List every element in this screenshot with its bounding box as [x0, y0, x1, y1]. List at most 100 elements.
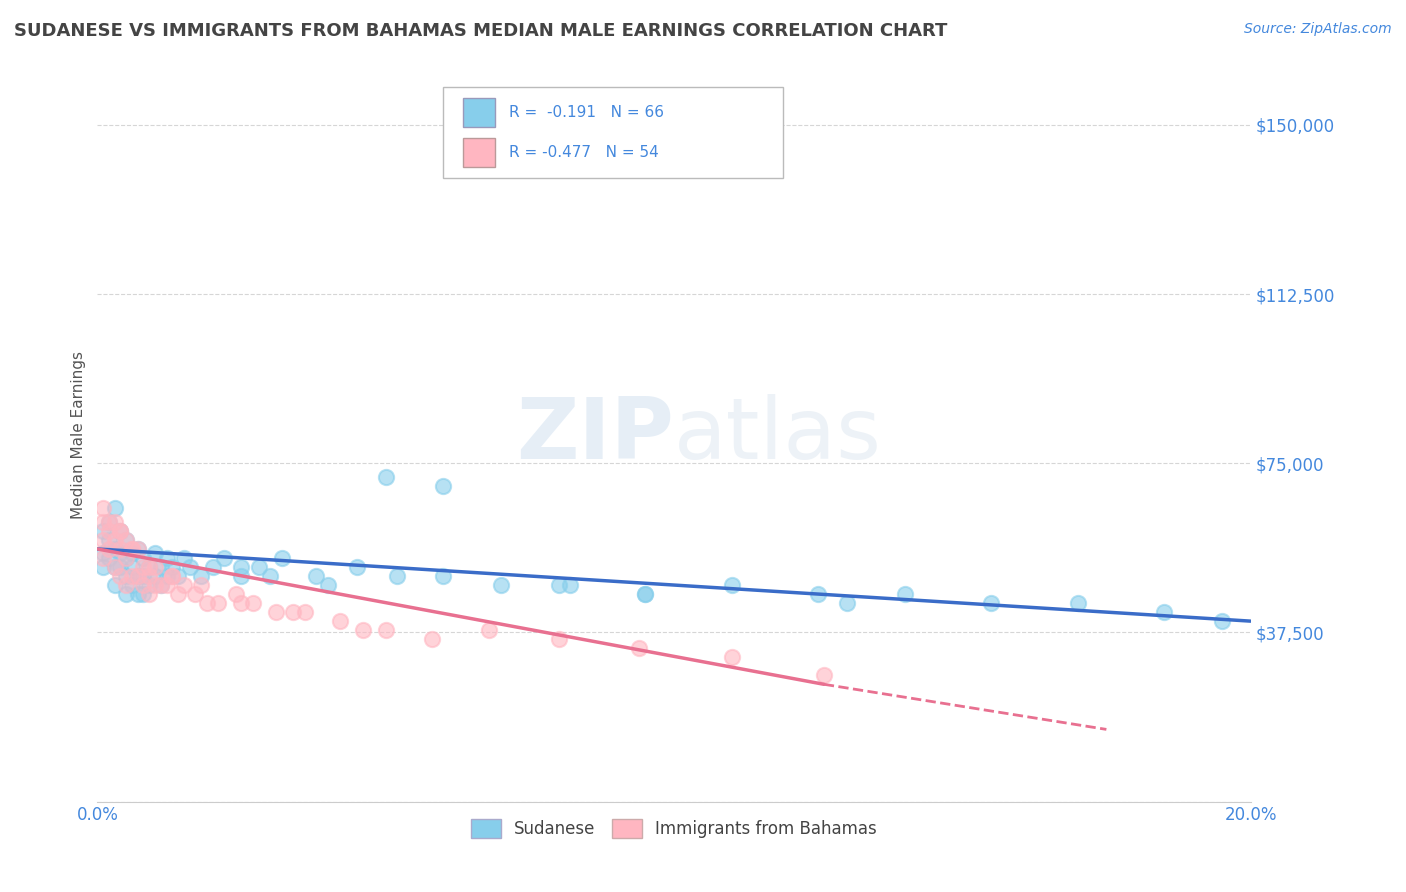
Point	[231, 596, 253, 610]
Point	[104, 560, 127, 574]
Point	[91, 501, 114, 516]
Point	[807, 587, 830, 601]
Point	[149, 578, 172, 592]
Point	[121, 541, 143, 556]
Point	[720, 650, 742, 665]
Point	[179, 560, 201, 574]
Point	[231, 560, 253, 574]
Point	[231, 569, 253, 583]
Point	[132, 578, 155, 592]
Point	[104, 541, 127, 556]
Point	[121, 578, 143, 592]
Point	[91, 551, 114, 566]
Point	[634, 587, 657, 601]
Text: R =  -0.191   N = 66: R = -0.191 N = 66	[509, 105, 664, 120]
Point	[547, 578, 569, 592]
Point	[420, 632, 443, 647]
Text: atlas: atlas	[673, 393, 882, 476]
Point	[121, 541, 143, 556]
Point	[1153, 605, 1175, 619]
Point	[91, 546, 114, 560]
Point	[110, 560, 132, 574]
Point	[110, 541, 132, 556]
Point	[294, 605, 316, 619]
Point	[489, 578, 512, 592]
Point	[1066, 596, 1088, 610]
Point	[121, 569, 143, 583]
Point	[121, 546, 143, 560]
Point	[190, 578, 212, 592]
Point	[980, 596, 1002, 610]
Point	[190, 569, 212, 583]
Point	[835, 596, 858, 610]
Point	[352, 623, 374, 637]
Point	[259, 569, 281, 583]
Point	[91, 515, 114, 529]
Point	[813, 668, 835, 682]
Point	[242, 596, 264, 610]
Point	[91, 524, 114, 538]
Point	[720, 578, 742, 592]
Point	[634, 587, 657, 601]
Point	[173, 578, 195, 592]
Point	[247, 560, 270, 574]
Point	[155, 551, 177, 566]
Text: Source: ZipAtlas.com: Source: ZipAtlas.com	[1244, 22, 1392, 37]
Point	[110, 524, 132, 538]
Point	[316, 578, 339, 592]
Point	[115, 587, 138, 601]
Point	[143, 578, 166, 592]
Text: SUDANESE VS IMMIGRANTS FROM BAHAMAS MEDIAN MALE EARNINGS CORRELATION CHART: SUDANESE VS IMMIGRANTS FROM BAHAMAS MEDI…	[14, 22, 948, 40]
Point	[432, 479, 454, 493]
Point	[104, 515, 127, 529]
Point	[201, 560, 224, 574]
Point	[893, 587, 915, 601]
Point	[628, 641, 651, 656]
Point	[432, 569, 454, 583]
Point	[127, 569, 149, 583]
Point	[195, 596, 218, 610]
Y-axis label: Median Male Earnings: Median Male Earnings	[72, 351, 86, 519]
Point	[212, 551, 235, 566]
Point	[149, 560, 172, 574]
Point	[167, 569, 190, 583]
Point	[97, 533, 120, 547]
Point	[155, 578, 177, 592]
Point	[104, 578, 127, 592]
Point	[167, 587, 190, 601]
Point	[127, 569, 149, 583]
Point	[115, 533, 138, 547]
Point	[132, 569, 155, 583]
Point	[138, 569, 160, 583]
Point	[560, 578, 582, 592]
Point	[143, 560, 166, 574]
Point	[374, 470, 396, 484]
Point	[104, 501, 127, 516]
Point	[162, 569, 184, 583]
Point	[115, 551, 138, 566]
Point	[138, 560, 160, 574]
Point	[138, 578, 160, 592]
Point	[143, 546, 166, 560]
Point	[138, 560, 160, 574]
Point	[346, 560, 368, 574]
Point	[143, 569, 166, 583]
Point	[225, 587, 247, 601]
Point	[547, 632, 569, 647]
Point	[374, 623, 396, 637]
Point	[115, 551, 138, 566]
Point	[132, 587, 155, 601]
Point	[305, 569, 328, 583]
Point	[162, 560, 184, 574]
Point	[91, 560, 114, 574]
Text: R = -0.477   N = 54: R = -0.477 N = 54	[509, 145, 659, 161]
Text: ZIP: ZIP	[516, 393, 673, 476]
FancyBboxPatch shape	[463, 138, 495, 168]
Point	[97, 515, 120, 529]
Point	[104, 533, 127, 547]
FancyBboxPatch shape	[463, 98, 495, 128]
Point	[97, 551, 120, 566]
Point	[91, 533, 114, 547]
Point	[127, 587, 149, 601]
Point	[138, 587, 160, 601]
